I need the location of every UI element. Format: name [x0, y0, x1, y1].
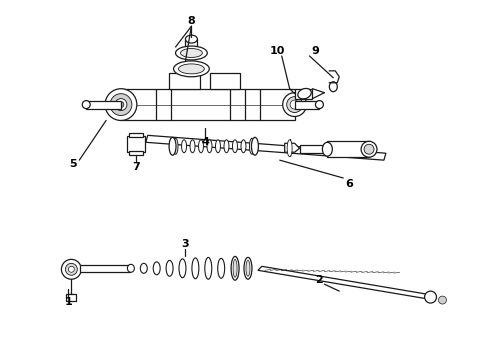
Ellipse shape: [182, 140, 187, 153]
Ellipse shape: [218, 258, 224, 278]
Text: 1: 1: [65, 297, 72, 307]
Bar: [129, 151, 143, 155]
Ellipse shape: [178, 64, 204, 74]
Ellipse shape: [192, 258, 199, 279]
Bar: [327, 141, 369, 157]
Polygon shape: [146, 135, 386, 160]
Ellipse shape: [298, 89, 311, 99]
Ellipse shape: [361, 141, 377, 157]
Ellipse shape: [127, 264, 134, 272]
Text: 10: 10: [270, 46, 286, 56]
Ellipse shape: [241, 140, 246, 153]
Ellipse shape: [140, 264, 147, 273]
Ellipse shape: [82, 100, 90, 109]
Ellipse shape: [232, 140, 238, 153]
Bar: [294, 89, 313, 99]
Ellipse shape: [173, 138, 178, 154]
Polygon shape: [258, 266, 433, 299]
Ellipse shape: [246, 260, 250, 276]
Bar: [80, 265, 130, 272]
Bar: [129, 133, 143, 137]
Ellipse shape: [175, 46, 207, 60]
Text: 8: 8: [188, 16, 196, 26]
Bar: [127, 136, 145, 152]
Ellipse shape: [105, 89, 137, 121]
Ellipse shape: [316, 100, 323, 109]
Ellipse shape: [173, 61, 209, 77]
Ellipse shape: [69, 266, 74, 272]
Ellipse shape: [153, 262, 160, 275]
Ellipse shape: [322, 142, 332, 156]
Ellipse shape: [169, 137, 176, 155]
Ellipse shape: [283, 93, 307, 117]
Bar: [86, 100, 121, 109]
Bar: [185, 39, 197, 53]
Ellipse shape: [251, 137, 258, 155]
Text: 3: 3: [182, 239, 189, 249]
Ellipse shape: [249, 138, 254, 154]
Text: 9: 9: [312, 46, 319, 56]
Ellipse shape: [65, 264, 77, 275]
Ellipse shape: [185, 35, 197, 43]
Ellipse shape: [179, 259, 186, 278]
Polygon shape: [169, 73, 200, 89]
Ellipse shape: [329, 82, 337, 92]
Polygon shape: [210, 73, 240, 89]
Polygon shape: [285, 143, 299, 152]
Text: 6: 6: [345, 179, 353, 189]
Ellipse shape: [287, 96, 302, 113]
Ellipse shape: [115, 99, 127, 111]
Ellipse shape: [190, 140, 195, 153]
Ellipse shape: [425, 291, 437, 303]
Ellipse shape: [61, 260, 81, 279]
Ellipse shape: [290, 100, 299, 109]
Ellipse shape: [439, 296, 446, 304]
Bar: [299, 145, 329, 153]
Ellipse shape: [287, 140, 292, 157]
Ellipse shape: [166, 260, 173, 276]
Ellipse shape: [224, 140, 229, 153]
Ellipse shape: [118, 102, 124, 108]
Text: 4: 4: [201, 137, 209, 147]
Ellipse shape: [205, 257, 212, 279]
Ellipse shape: [364, 144, 374, 154]
Ellipse shape: [233, 260, 237, 277]
Ellipse shape: [198, 140, 203, 153]
Bar: [294, 100, 319, 109]
Text: 7: 7: [132, 162, 140, 172]
Ellipse shape: [244, 257, 252, 279]
Ellipse shape: [207, 140, 212, 153]
Bar: [121, 89, 294, 121]
Ellipse shape: [216, 140, 220, 153]
Ellipse shape: [110, 94, 132, 116]
Text: 5: 5: [70, 159, 77, 169]
Ellipse shape: [231, 256, 239, 280]
Bar: [66, 294, 76, 301]
Text: 2: 2: [316, 275, 323, 285]
Ellipse shape: [180, 49, 202, 58]
